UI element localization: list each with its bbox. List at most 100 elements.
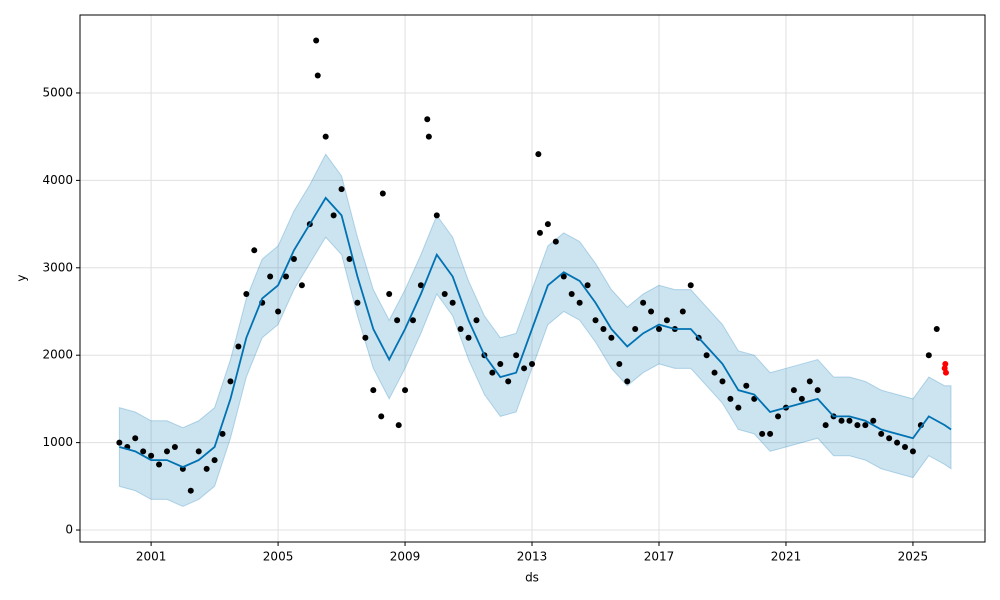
data-point	[275, 308, 282, 315]
data-point	[790, 387, 797, 394]
data-point	[395, 422, 402, 429]
data-point	[759, 430, 766, 437]
data-point	[441, 291, 448, 298]
data-point	[909, 448, 916, 455]
plot-frame	[79, 14, 986, 543]
y-tick-label: 0	[65, 523, 73, 537]
data-point	[576, 299, 583, 306]
data-point	[298, 282, 305, 289]
data-point	[933, 325, 940, 332]
data-point	[886, 435, 893, 442]
x-tick-label: 2025	[898, 550, 929, 564]
data-point	[370, 387, 377, 394]
x-axis-label: ds	[525, 571, 539, 585]
data-point	[513, 352, 520, 359]
data-point	[942, 360, 949, 367]
data-point	[203, 465, 210, 472]
data-point	[505, 378, 512, 385]
data-point	[600, 325, 607, 332]
data-point	[640, 299, 647, 306]
data-point	[171, 443, 178, 450]
data-point	[679, 308, 686, 315]
data-point	[529, 360, 536, 367]
data-point	[489, 369, 496, 376]
data-point	[521, 365, 528, 372]
x-tick-label: 2013	[517, 550, 548, 564]
data-point	[552, 238, 559, 245]
data-point	[497, 360, 504, 367]
y-tick-label: 5000	[42, 85, 73, 99]
data-point	[608, 334, 615, 341]
data-point	[386, 291, 393, 298]
data-point	[703, 352, 710, 359]
data-point	[648, 308, 655, 315]
y-tick-label: 3000	[42, 260, 73, 274]
data-point	[735, 404, 742, 411]
data-point	[402, 387, 409, 394]
data-point	[806, 378, 813, 385]
data-point	[727, 395, 734, 402]
data-point	[227, 378, 234, 385]
data-point	[902, 443, 909, 450]
data-point	[711, 369, 718, 376]
data-point	[536, 229, 543, 236]
data-point	[942, 369, 949, 376]
y-tick-label: 1000	[42, 435, 73, 449]
data-point	[424, 116, 431, 123]
data-point	[211, 457, 218, 464]
data-point	[838, 417, 845, 424]
x-tick-label: 2017	[644, 550, 675, 564]
data-point	[219, 430, 226, 437]
data-point	[378, 413, 385, 420]
data-point	[322, 133, 329, 140]
data-point	[235, 343, 242, 350]
x-tick-label: 2001	[136, 550, 167, 564]
y-axis-label: y	[15, 274, 29, 281]
data-point	[743, 382, 750, 389]
data-point	[862, 422, 869, 429]
data-point	[379, 190, 386, 197]
data-point	[314, 72, 321, 79]
data-point	[116, 439, 123, 446]
data-point	[313, 37, 320, 44]
data-point	[655, 325, 662, 332]
data-point	[409, 317, 416, 324]
y-tick-label: 2000	[42, 348, 73, 362]
data-point	[632, 325, 639, 332]
data-point	[775, 413, 782, 420]
data-point	[394, 317, 401, 324]
data-point	[584, 282, 591, 289]
data-point	[870, 417, 877, 424]
data-point	[187, 487, 194, 494]
forecast-line	[119, 196, 952, 469]
data-point	[925, 352, 932, 359]
x-tick-label: 2009	[390, 550, 421, 564]
data-point	[354, 299, 361, 306]
data-point	[243, 291, 250, 298]
data-point	[290, 256, 297, 263]
data-point	[822, 422, 829, 429]
data-point	[251, 247, 258, 254]
data-point	[148, 452, 155, 459]
data-point	[433, 212, 440, 219]
data-point	[767, 430, 774, 437]
data-point	[449, 299, 456, 306]
uncertainty-band	[118, 153, 952, 507]
data-point	[687, 282, 694, 289]
data-point	[798, 395, 805, 402]
data-point	[330, 212, 337, 219]
data-point	[544, 221, 551, 228]
data-point	[592, 317, 599, 324]
data-point	[465, 334, 472, 341]
data-point	[854, 422, 861, 429]
data-point	[362, 334, 369, 341]
data-point	[719, 378, 726, 385]
data-point	[267, 273, 274, 280]
data-point	[425, 133, 432, 140]
data-point	[878, 430, 885, 437]
data-point	[417, 282, 424, 289]
data-point	[624, 378, 631, 385]
x-tick-label: 2021	[771, 550, 802, 564]
